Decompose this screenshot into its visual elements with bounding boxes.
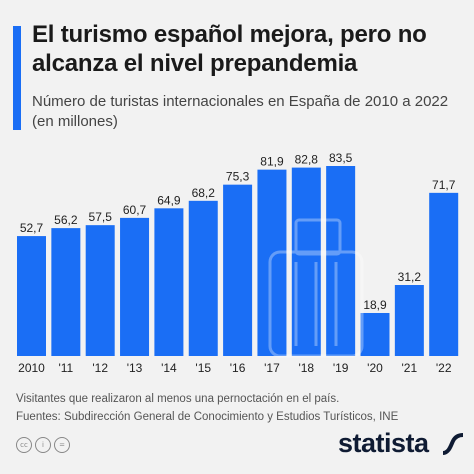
category-label: '11 bbox=[58, 361, 73, 375]
category-label: 2010 bbox=[18, 361, 45, 375]
category-label: '13 bbox=[127, 361, 143, 375]
statista-logo-mark-icon bbox=[442, 433, 464, 455]
bar-'13 bbox=[120, 217, 150, 356]
value-label: 68,2 bbox=[192, 186, 216, 200]
value-label: 60,7 bbox=[123, 203, 147, 217]
bar-'16 bbox=[223, 184, 253, 356]
category-label: '14 bbox=[161, 361, 177, 375]
bar-'18 bbox=[291, 167, 321, 356]
bar-chart: 52,7 56,2 57,5 60,7 64,9 68,2 75,3 81,9 82,8 83,5… bbox=[17, 151, 459, 375]
cc-icon[interactable]: cc bbox=[16, 437, 32, 453]
value-label: 57,5 bbox=[89, 210, 113, 224]
chart-title: El turismo español mejora, pero no alcan… bbox=[32, 21, 427, 77]
chart-subtitle: Número de turistas internacionales en Es… bbox=[32, 93, 449, 130]
value-label: 82,8 bbox=[295, 153, 319, 167]
category-label: '18 bbox=[298, 361, 314, 375]
category-label: '17 bbox=[264, 361, 280, 375]
category-label: '20 bbox=[367, 361, 383, 375]
bar-'21 bbox=[394, 285, 424, 356]
suitcase-icon bbox=[268, 218, 364, 358]
value-label: 81,9 bbox=[260, 155, 284, 169]
footnote-note: Visitantes que realizaron al menos una p… bbox=[16, 393, 340, 405]
value-label: 71,7 bbox=[432, 178, 456, 192]
footnote: Visitantes que realizaron al menos una p… bbox=[16, 390, 466, 426]
title-accent-bar bbox=[13, 26, 21, 130]
bar-'22 bbox=[429, 192, 459, 356]
statista-logo[interactable]: statista bbox=[338, 428, 429, 458]
value-label: 75,3 bbox=[226, 170, 250, 184]
bar-'11 bbox=[51, 228, 81, 356]
category-label: '16 bbox=[230, 361, 246, 375]
category-label: '15 bbox=[195, 361, 211, 375]
value-label: 52,7 bbox=[20, 221, 44, 235]
category-label: '12 bbox=[92, 361, 108, 375]
category-label: '21 bbox=[402, 361, 418, 375]
category-label: '22 bbox=[436, 361, 452, 375]
bar-'20 bbox=[360, 312, 390, 356]
value-label: 56,2 bbox=[54, 213, 78, 227]
bar-'14 bbox=[154, 208, 184, 356]
value-label: 18,9 bbox=[363, 298, 387, 312]
bar-'17 bbox=[257, 169, 287, 356]
footnote-sources: Fuentes: Subdirección General de Conocim… bbox=[16, 411, 399, 423]
bar-'15 bbox=[188, 200, 218, 356]
equals-icon[interactable]: = bbox=[54, 437, 70, 453]
value-label: 31,2 bbox=[398, 270, 422, 284]
value-label: 64,9 bbox=[157, 193, 181, 207]
bar-2010 bbox=[17, 236, 46, 356]
bar-'19 bbox=[326, 166, 356, 356]
info-icon[interactable]: i bbox=[35, 437, 51, 453]
category-label: '19 bbox=[333, 361, 349, 375]
license-icons: cc i = bbox=[16, 437, 70, 453]
bar-'12 bbox=[85, 225, 115, 356]
value-label: 83,5 bbox=[329, 151, 353, 165]
